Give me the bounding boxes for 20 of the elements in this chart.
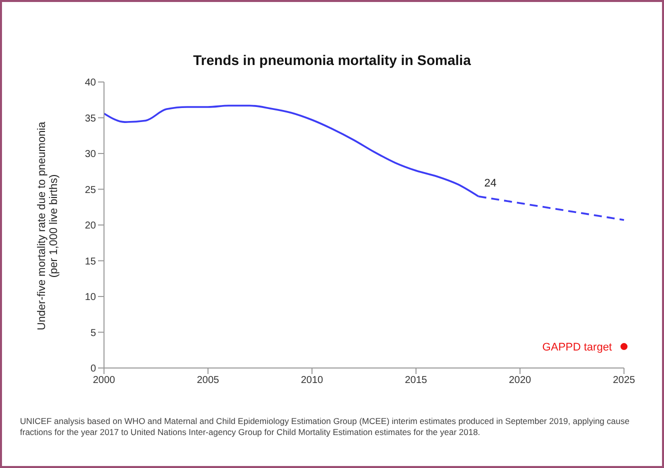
x-tick-label: 2005 [196,375,220,386]
y-tick-label: 25 [84,184,96,196]
y-tick-label: 10 [84,292,96,304]
text: UNICEF analysis based on WHO and Maternal and Child Epidemiology Estimation Group (MCEE) interim estimates produced in September 2019, applying cause fractions for the year 2017 to United Nations Inter-agency Group for Child Mortality Estimation estimates for the year 2018. [20,416,630,438]
y-tick-label: 20 [84,220,96,232]
chart-title: Trends in pneumonia mortality in Somalia [192,52,472,68]
y-tick-label: 35 [84,113,96,124]
x-tick-label: 2000 [92,375,116,386]
x-tick-label: 2020 [508,375,532,386]
x-tick-label: 2010 [300,375,324,386]
annotation: 24 [484,177,497,190]
y-axis-title: Under-five mortality rate due to pneumonia (per 1,000 live births) [36,122,60,330]
x-tick-label: 2015 [404,375,428,386]
y-tick-label: 30 [84,149,96,160]
y-tick-label: 5 [90,328,96,339]
y-tick-label: 40 [84,78,96,89]
y-tick-label: 0 [90,364,96,375]
series-label: GAPPD target [542,342,612,354]
x-tick-label: 2025 [612,375,636,386]
y-tick-label: 15 [84,256,96,268]
